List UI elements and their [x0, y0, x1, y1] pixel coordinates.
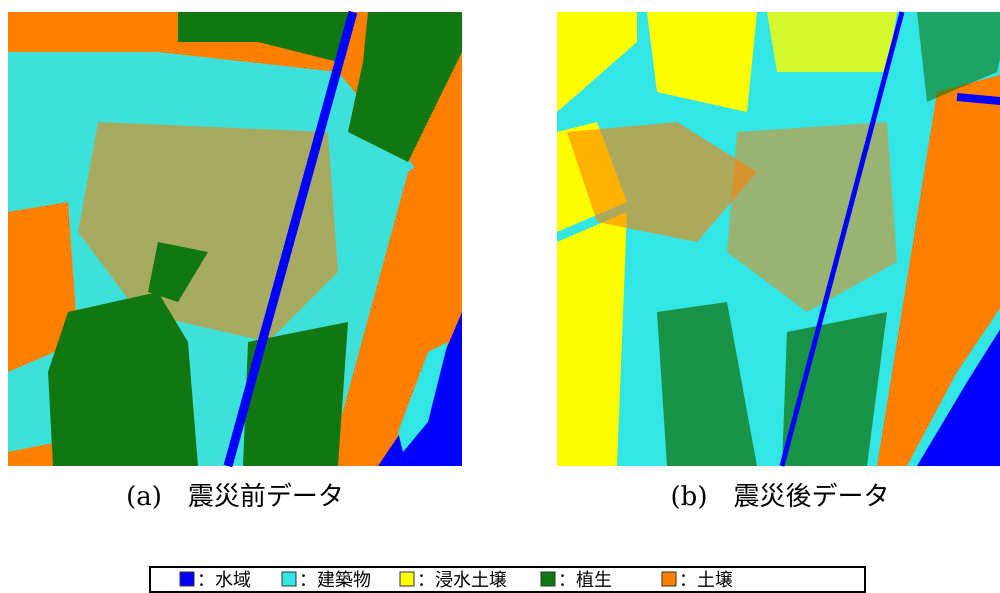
caption: (a) 震災前データ	[126, 482, 344, 512]
legend-label: ：植生	[558, 570, 612, 591]
legend-label: ：水域	[197, 570, 251, 591]
legend-box	[150, 567, 865, 592]
legend-swatch	[180, 572, 194, 586]
legend-label: ：土壌	[679, 570, 733, 591]
legend-label: ：建築物	[299, 570, 371, 591]
figure: (a) 震災前データ (b) 震災後データ ：水域 ：建築物 ：浸水土壌 ：植生 ：土壌	[0, 0, 1000, 593]
legend-label: ：浸水土壌	[417, 570, 507, 591]
legend-swatch	[662, 572, 676, 586]
flooded-soil	[557, 212, 627, 466]
legend-swatch	[282, 572, 296, 586]
map-after	[557, 12, 1000, 466]
legend-swatch	[541, 572, 555, 586]
map-before	[8, 12, 462, 466]
channel	[957, 97, 1000, 102]
legend-swatch	[400, 572, 414, 586]
flooded-soil	[767, 12, 897, 72]
caption: (b) 震災後データ	[671, 482, 890, 512]
